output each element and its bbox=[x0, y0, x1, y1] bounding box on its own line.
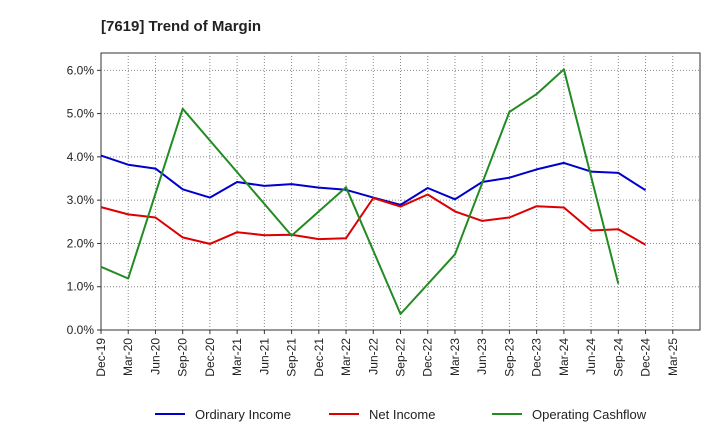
chart-title: [7619] Trend of Margin bbox=[101, 18, 261, 35]
grid-lines bbox=[101, 53, 700, 330]
y-tick-label: 4.0% bbox=[67, 150, 95, 164]
x-tick-label: Mar-24 bbox=[557, 338, 571, 376]
legend-label: Operating Cashflow bbox=[532, 407, 647, 422]
series-lines bbox=[100, 68, 647, 315]
x-tick-label: Mar-20 bbox=[121, 338, 135, 376]
x-tick-label: Jun-20 bbox=[148, 338, 162, 375]
x-tick-label: Sep-22 bbox=[394, 338, 408, 377]
x-tick-label: Sep-20 bbox=[176, 338, 190, 377]
x-tick-label: Jun-21 bbox=[257, 338, 271, 375]
x-tick-label: Dec-24 bbox=[639, 338, 653, 377]
x-tick-label: Mar-21 bbox=[230, 338, 244, 376]
legend: Ordinary Income Net Income Operating Cashf… bbox=[155, 407, 647, 422]
x-tick-label: Dec-22 bbox=[421, 338, 435, 377]
x-tick-label: Dec-23 bbox=[530, 338, 544, 377]
legend-label: Net Income bbox=[369, 407, 435, 422]
y-tick-label: 2.0% bbox=[67, 236, 95, 250]
y-axis-ticks: 0.0% 1.0% 2.0% 3.0% 4.0% 5.0% 6.0% bbox=[67, 63, 101, 337]
x-tick-label: Mar-23 bbox=[448, 338, 462, 376]
x-tick-label: Sep-23 bbox=[502, 338, 516, 377]
legend-label: Ordinary Income bbox=[195, 407, 291, 422]
x-tick-label: Jun-23 bbox=[475, 338, 489, 375]
y-tick-label: 0.0% bbox=[67, 323, 95, 337]
x-tick-label: Dec-21 bbox=[312, 338, 326, 377]
y-tick-label: 1.0% bbox=[67, 280, 95, 294]
x-axis-ticks: Dec-19 Mar-20 Jun-20 Sep-20 Dec-20 Mar-21 Jun-… bbox=[94, 330, 680, 377]
y-tick-label: 3.0% bbox=[67, 193, 95, 207]
x-tick-label: Mar-22 bbox=[339, 338, 353, 376]
x-tick-label: Jun-22 bbox=[366, 338, 380, 375]
x-tick-label: Sep-24 bbox=[611, 338, 625, 377]
y-tick-label: 6.0% bbox=[67, 63, 95, 77]
x-tick-label: Dec-20 bbox=[203, 338, 217, 377]
x-tick-label: Sep-21 bbox=[285, 338, 299, 377]
series-line-2 bbox=[100, 68, 620, 315]
series-line-1 bbox=[100, 193, 646, 246]
y-tick-label: 5.0% bbox=[67, 107, 95, 121]
x-tick-label: Jun-24 bbox=[584, 338, 598, 375]
x-tick-label: Dec-19 bbox=[94, 338, 108, 377]
x-tick-label: Mar-25 bbox=[666, 338, 680, 376]
